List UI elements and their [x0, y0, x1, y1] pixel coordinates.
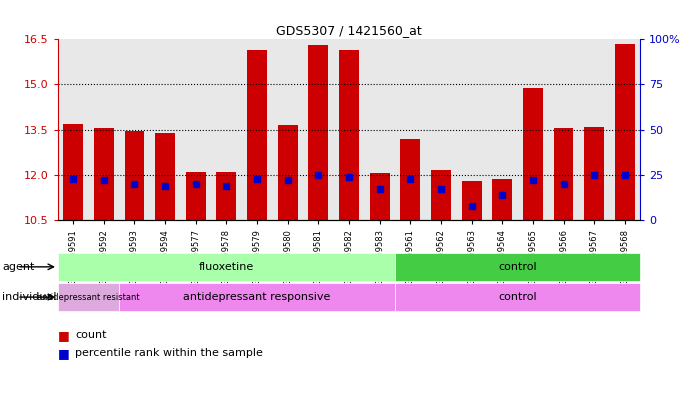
Bar [155, 133, 175, 220]
Text: fluoxetine: fluoxetine [199, 262, 254, 272]
Title: GDS5307 / 1421560_at: GDS5307 / 1421560_at [276, 24, 422, 37]
Text: count: count [75, 331, 106, 340]
Bar [584, 127, 604, 220]
Text: ■: ■ [58, 329, 69, 342]
Text: ■: ■ [58, 347, 69, 360]
Bar [370, 173, 390, 220]
Bar [308, 45, 328, 220]
Text: agent: agent [2, 262, 35, 272]
Bar [217, 172, 236, 220]
Text: percentile rank within the sample: percentile rank within the sample [75, 348, 263, 358]
Bar [523, 88, 543, 220]
Text: antidepressant resistant: antidepressant resistant [37, 293, 140, 301]
Bar [395, 253, 640, 281]
Bar [278, 125, 298, 220]
Bar [94, 128, 114, 220]
Bar [125, 131, 144, 220]
Bar [119, 283, 395, 311]
Text: antidepressant responsive: antidepressant responsive [183, 292, 331, 302]
Bar [58, 253, 395, 281]
Bar [63, 124, 83, 220]
Bar [400, 139, 420, 220]
Text: control: control [498, 292, 537, 302]
Bar [615, 44, 635, 220]
Bar [395, 283, 640, 311]
Bar [462, 181, 481, 220]
Bar [431, 171, 451, 220]
Bar [554, 128, 573, 220]
Bar [247, 50, 267, 220]
Bar [492, 179, 512, 220]
Bar [58, 283, 119, 311]
Text: control: control [498, 262, 537, 272]
Text: individual: individual [2, 292, 57, 302]
Bar [339, 50, 359, 220]
Bar [186, 172, 206, 220]
